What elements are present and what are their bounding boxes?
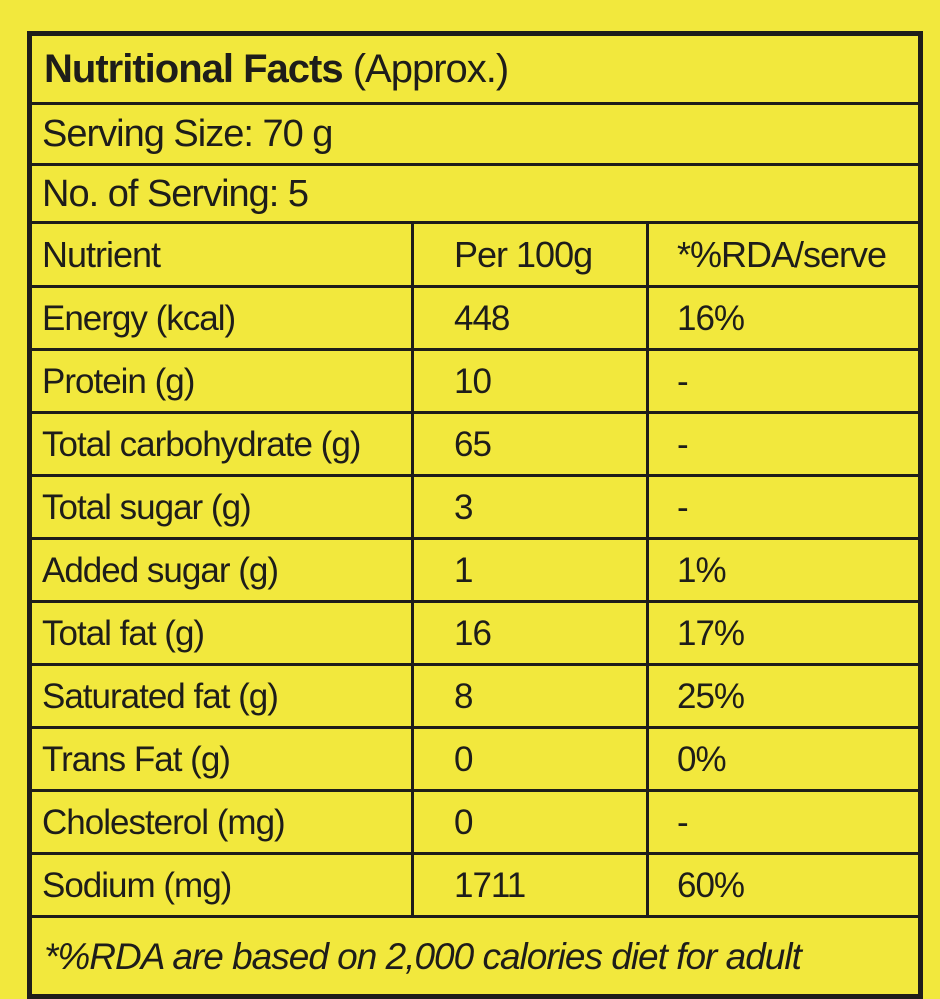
per-100g-cell: 1 <box>411 537 649 603</box>
nutrient-cell: Saturated fat (g) <box>28 663 414 729</box>
row-energy: Energy (kcal) 448 16% <box>28 285 922 351</box>
per-100g-cell: 3 <box>411 474 649 540</box>
per-100g-cell: 1711 <box>411 852 649 918</box>
nutrient-cell: Energy (kcal) <box>28 285 414 351</box>
col-header-nutrient: Nutrient <box>28 221 414 288</box>
row-added-sugar: Added sugar (g) 1 1% <box>28 537 922 603</box>
per-100g-cell: 16 <box>411 600 649 666</box>
nutrient-cell: Total sugar (g) <box>28 474 414 540</box>
label-title: Nutritional Facts <box>44 47 344 91</box>
nutrient-cell: Protein (g) <box>28 348 414 414</box>
per-100g-cell: 0 <box>411 726 649 792</box>
rda-cell: 16% <box>646 285 922 351</box>
row-total-sugar: Total sugar (g) 3 - <box>28 474 922 540</box>
title-row: Nutritional Facts (Approx.) <box>28 32 922 105</box>
rda-cell: - <box>646 348 922 414</box>
per-100g-cell: 0 <box>411 789 649 855</box>
row-sodium: Sodium (mg) 1711 60% <box>28 852 922 918</box>
rda-footnote: *%RDA are based on 2,000 calories diet f… <box>28 915 922 998</box>
per-100g-cell: 8 <box>411 663 649 729</box>
rda-cell: 1% <box>646 537 922 603</box>
nutrition-facts-table: Nutritional Facts (Approx.) Serving Size… <box>27 31 923 999</box>
row-saturated-fat: Saturated fat (g) 8 25% <box>28 663 922 729</box>
column-header-row: Nutrient Per 100g *%RDA/serve <box>28 221 922 288</box>
row-cholesterol: Cholesterol (mg) 0 - <box>28 789 922 855</box>
rda-cell: 25% <box>646 663 922 729</box>
servings-row: No. of Serving: 5 <box>28 163 922 224</box>
servings-text: No. of Serving: 5 <box>28 163 922 224</box>
serving-size-text: Serving Size: 70 g <box>28 102 922 166</box>
nutrient-cell: Sodium (mg) <box>28 852 414 918</box>
rda-cell: 17% <box>646 600 922 666</box>
row-protein: Protein (g) 10 - <box>28 348 922 414</box>
row-total-fat: Total fat (g) 16 17% <box>28 600 922 666</box>
per-100g-cell: 448 <box>411 285 649 351</box>
rda-cell: - <box>646 411 922 477</box>
col-header-rda-per-serve: *%RDA/serve <box>646 221 922 288</box>
nutrient-cell: Total carbohydrate (g) <box>28 411 414 477</box>
nutrient-cell: Cholesterol (mg) <box>28 789 414 855</box>
per-100g-cell: 10 <box>411 348 649 414</box>
row-total-carbohydrate: Total carbohydrate (g) 65 - <box>28 411 922 477</box>
rda-cell: 60% <box>646 852 922 918</box>
label-title-cell: Nutritional Facts (Approx.) <box>28 32 922 105</box>
nutrient-cell: Total fat (g) <box>28 600 414 666</box>
serving-size-row: Serving Size: 70 g <box>28 102 922 166</box>
row-trans-fat: Trans Fat (g) 0 0% <box>28 726 922 792</box>
rda-cell: - <box>646 789 922 855</box>
col-header-per-100g: Per 100g <box>411 221 649 288</box>
label-title-suffix: (Approx.) <box>352 47 509 91</box>
footnote-row: *%RDA are based on 2,000 calories diet f… <box>28 915 922 998</box>
nutrient-cell: Added sugar (g) <box>28 537 414 603</box>
per-100g-cell: 65 <box>411 411 649 477</box>
rda-cell: 0% <box>646 726 922 792</box>
nutrient-cell: Trans Fat (g) <box>28 726 414 792</box>
rda-cell: - <box>646 474 922 540</box>
